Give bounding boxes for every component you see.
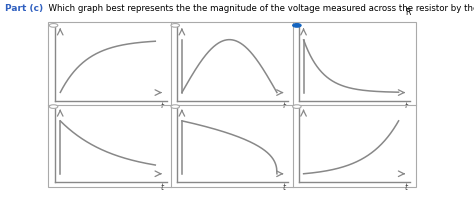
Text: Part (c): Part (c): [5, 4, 43, 13]
Text: R: R: [406, 8, 411, 17]
Text: $t$: $t$: [282, 180, 287, 191]
Text: $t$: $t$: [282, 99, 287, 110]
Text: $t$: $t$: [160, 180, 165, 191]
Text: $t$: $t$: [403, 99, 409, 110]
Text: $t$: $t$: [160, 99, 165, 110]
Text: $t$: $t$: [403, 180, 409, 191]
Text: Which graph best represents the the magnitude of the voltage measured across the: Which graph best represents the the magn…: [43, 4, 474, 13]
